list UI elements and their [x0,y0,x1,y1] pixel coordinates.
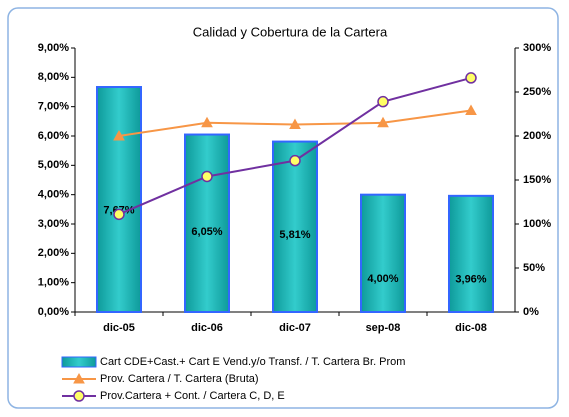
x-tick-label: dic-05 [103,322,135,334]
data-label: 6,05% [191,226,222,238]
legend-swatch [61,356,97,368]
y-tick-label: 7,00% [38,101,69,113]
legend-marker [73,372,85,384]
y-tick-label: 2,00% [38,247,69,259]
y-tick-label: 9,00% [38,42,69,54]
y2-tick-label: 300% [523,42,551,54]
y2-tick-label: 0% [523,306,539,318]
line-marker [201,170,213,183]
bar [448,194,494,313]
bar [184,133,230,313]
chart-title: Calidad y Cobertura de la Cartera [193,24,388,39]
data-label: 3,96% [455,274,486,286]
y-tick-label: 6,00% [38,130,69,142]
x-tick-label: dic-06 [191,322,223,334]
x-tick-label: dic-07 [279,322,311,334]
y-tick-label: 1,00% [38,277,69,289]
y2-tick-label: 150% [523,174,551,186]
y2-tick-label: 100% [523,218,551,230]
y2-tick-label: 200% [523,130,551,142]
legend-label: Prov. Cartera / T. Cartera (Bruta) [100,373,259,385]
legend-marker [73,390,85,402]
data-label: 5,81% [279,229,310,241]
data-label: 4,00% [367,273,398,285]
line-marker [465,72,477,84]
line-marker [201,116,213,128]
line-marker [289,154,301,167]
line-marker [377,116,389,128]
bar [96,86,142,313]
x-tick-label: sep-08 [366,322,401,334]
legend-label: Prov.Cartera + Cont. / Cartera C, D, E [100,390,285,402]
x-tick-label: dic-08 [455,322,487,334]
line-marker [113,129,125,141]
legend-label: Cart CDE+Cast.+ Cart E Vend.y/o Transf. … [100,356,405,368]
line-marker [377,95,389,108]
bar [272,140,318,313]
y-tick-label: 5,00% [38,159,69,171]
y-tick-label: 0,00% [38,306,69,318]
line-marker [113,208,125,221]
y2-tick-label: 50% [523,262,545,274]
line-marker [465,104,477,115]
y-tick-label: 3,00% [38,218,69,230]
bar [360,193,406,314]
y-tick-label: 8,00% [38,71,69,83]
y2-tick-label: 250% [523,86,551,98]
y-tick-label: 4,00% [38,189,69,201]
line-marker [289,118,301,130]
